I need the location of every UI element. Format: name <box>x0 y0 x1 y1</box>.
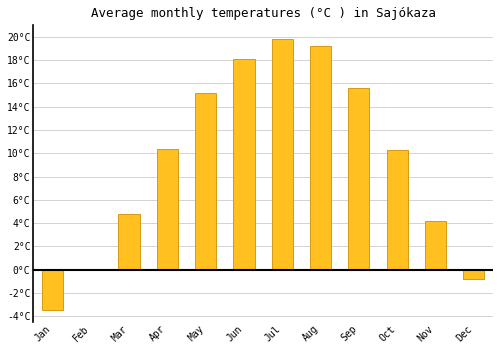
Title: Average monthly temperatures (°C ) in Sajókaza: Average monthly temperatures (°C ) in Sa… <box>90 7 436 20</box>
Bar <box>195 93 216 270</box>
Bar <box>348 88 370 270</box>
Bar <box>310 46 331 270</box>
Bar <box>118 214 140 270</box>
Bar <box>464 270 484 279</box>
Bar <box>425 221 446 270</box>
Bar <box>234 59 254 270</box>
Bar <box>42 270 63 310</box>
Bar <box>157 149 178 270</box>
Bar <box>272 39 293 270</box>
Bar <box>386 150 408 270</box>
